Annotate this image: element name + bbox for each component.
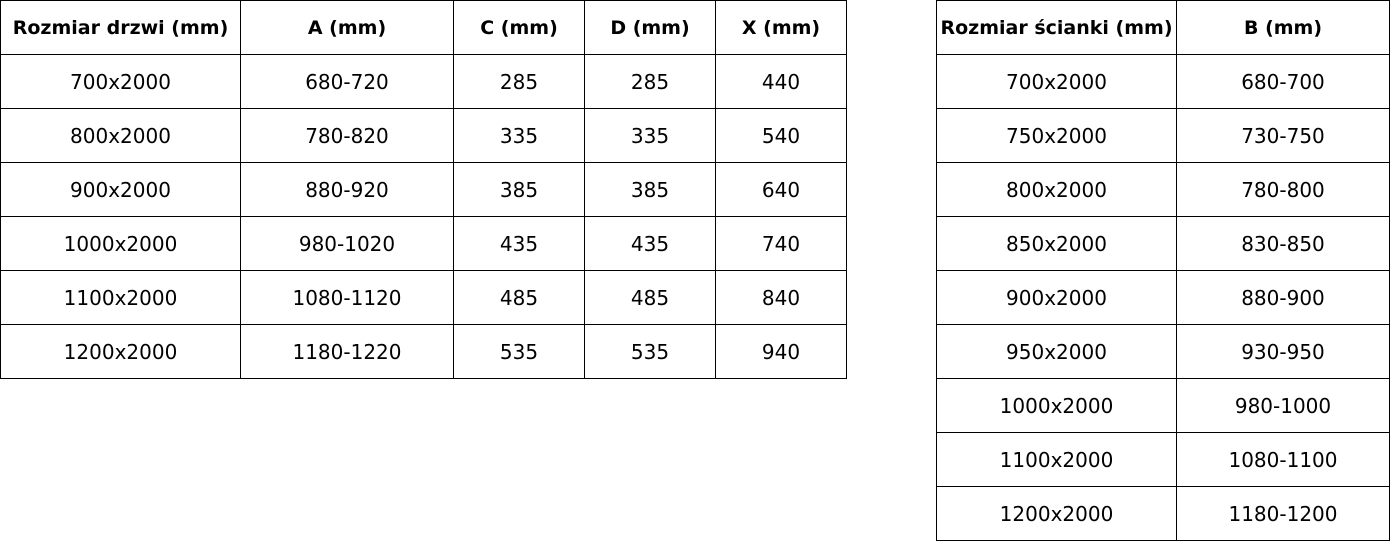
door-size-table: Rozmiar drzwi (mm) A (mm) C (mm) D (mm) X (m… [0, 0, 847, 379]
table-cell: 900x2000 [0, 162, 241, 217]
table-cell: 780-820 [240, 108, 454, 163]
table-cell: 285 [584, 54, 716, 109]
table-row: 950x2000 930-950 [936, 324, 1390, 379]
table-cell: 880-920 [240, 162, 454, 217]
table-cell: 950x2000 [936, 324, 1177, 379]
table-cell: 485 [584, 270, 716, 325]
table-cell: 285 [453, 54, 585, 109]
table-row: 800x2000 780-820 335 335 540 [0, 108, 847, 163]
table-cell: 535 [453, 324, 585, 379]
table-cell: 1200x2000 [0, 324, 241, 379]
table-cell: 385 [453, 162, 585, 217]
table-cell: 800x2000 [936, 162, 1177, 217]
table-cell: 730-750 [1176, 108, 1390, 163]
table-cell: 335 [453, 108, 585, 163]
table-cell: 385 [584, 162, 716, 217]
table-cell: 435 [453, 216, 585, 271]
table-cell: 880-900 [1176, 270, 1390, 325]
table-cell: 1080-1120 [240, 270, 454, 325]
table-cell: 335 [584, 108, 716, 163]
column-header: Rozmiar drzwi (mm) [0, 0, 241, 55]
table-cell: 1180-1220 [240, 324, 454, 379]
table-cell: 1100x2000 [0, 270, 241, 325]
table-header-row: Rozmiar ścianki (mm) B (mm) [936, 0, 1390, 55]
column-header: D (mm) [584, 0, 716, 55]
table-cell: 1100x2000 [936, 432, 1177, 487]
table-row: 1100x2000 1080-1100 [936, 432, 1390, 487]
table-cell: 700x2000 [936, 54, 1177, 109]
table-cell: 940 [715, 324, 847, 379]
table-row: 1000x2000 980-1000 [936, 378, 1390, 433]
table-cell: 850x2000 [936, 216, 1177, 271]
table-cell: 680-700 [1176, 54, 1390, 109]
wall-size-table: Rozmiar ścianki (mm) B (mm) 700x2000 680-7… [936, 0, 1390, 541]
table-cell: 700x2000 [0, 54, 241, 109]
column-header: C (mm) [453, 0, 585, 55]
table-cell: 1080-1100 [1176, 432, 1390, 487]
table-row: 1000x2000 980-1020 435 435 740 [0, 216, 847, 271]
table-row: 700x2000 680-720 285 285 440 [0, 54, 847, 109]
table-cell: 1180-1200 [1176, 486, 1390, 541]
table-row: 800x2000 780-800 [936, 162, 1390, 217]
table-cell: 830-850 [1176, 216, 1390, 271]
table-row: 700x2000 680-700 [936, 54, 1390, 109]
table-cell: 800x2000 [0, 108, 241, 163]
table-cell: 980-1020 [240, 216, 454, 271]
table-cell: 750x2000 [936, 108, 1177, 163]
table-cell: 540 [715, 108, 847, 163]
column-header: X (mm) [715, 0, 847, 55]
table-cell: 1200x2000 [936, 486, 1177, 541]
column-header: Rozmiar ścianki (mm) [936, 0, 1177, 55]
table-row: 1100x2000 1080-1120 485 485 840 [0, 270, 847, 325]
table-cell: 680-720 [240, 54, 454, 109]
table-row: 850x2000 830-850 [936, 216, 1390, 271]
table-cell: 440 [715, 54, 847, 109]
table-cell: 740 [715, 216, 847, 271]
column-header: A (mm) [240, 0, 454, 55]
table-cell: 1000x2000 [0, 216, 241, 271]
table-cell: 780-800 [1176, 162, 1390, 217]
table-cell: 640 [715, 162, 847, 217]
table-row: 900x2000 880-900 [936, 270, 1390, 325]
table-cell: 535 [584, 324, 716, 379]
table-cell: 930-950 [1176, 324, 1390, 379]
table-cell: 900x2000 [936, 270, 1177, 325]
column-header: B (mm) [1176, 0, 1390, 55]
table-header-row: Rozmiar drzwi (mm) A (mm) C (mm) D (mm) X (m… [0, 0, 847, 55]
table-cell: 485 [453, 270, 585, 325]
table-cell: 1000x2000 [936, 378, 1177, 433]
table-row: 1200x2000 1180-1220 535 535 940 [0, 324, 847, 379]
table-cell: 980-1000 [1176, 378, 1390, 433]
table-cell: 435 [584, 216, 716, 271]
table-cell: 840 [715, 270, 847, 325]
table-row: 750x2000 730-750 [936, 108, 1390, 163]
table-row: 900x2000 880-920 385 385 640 [0, 162, 847, 217]
table-row: 1200x2000 1180-1200 [936, 486, 1390, 541]
